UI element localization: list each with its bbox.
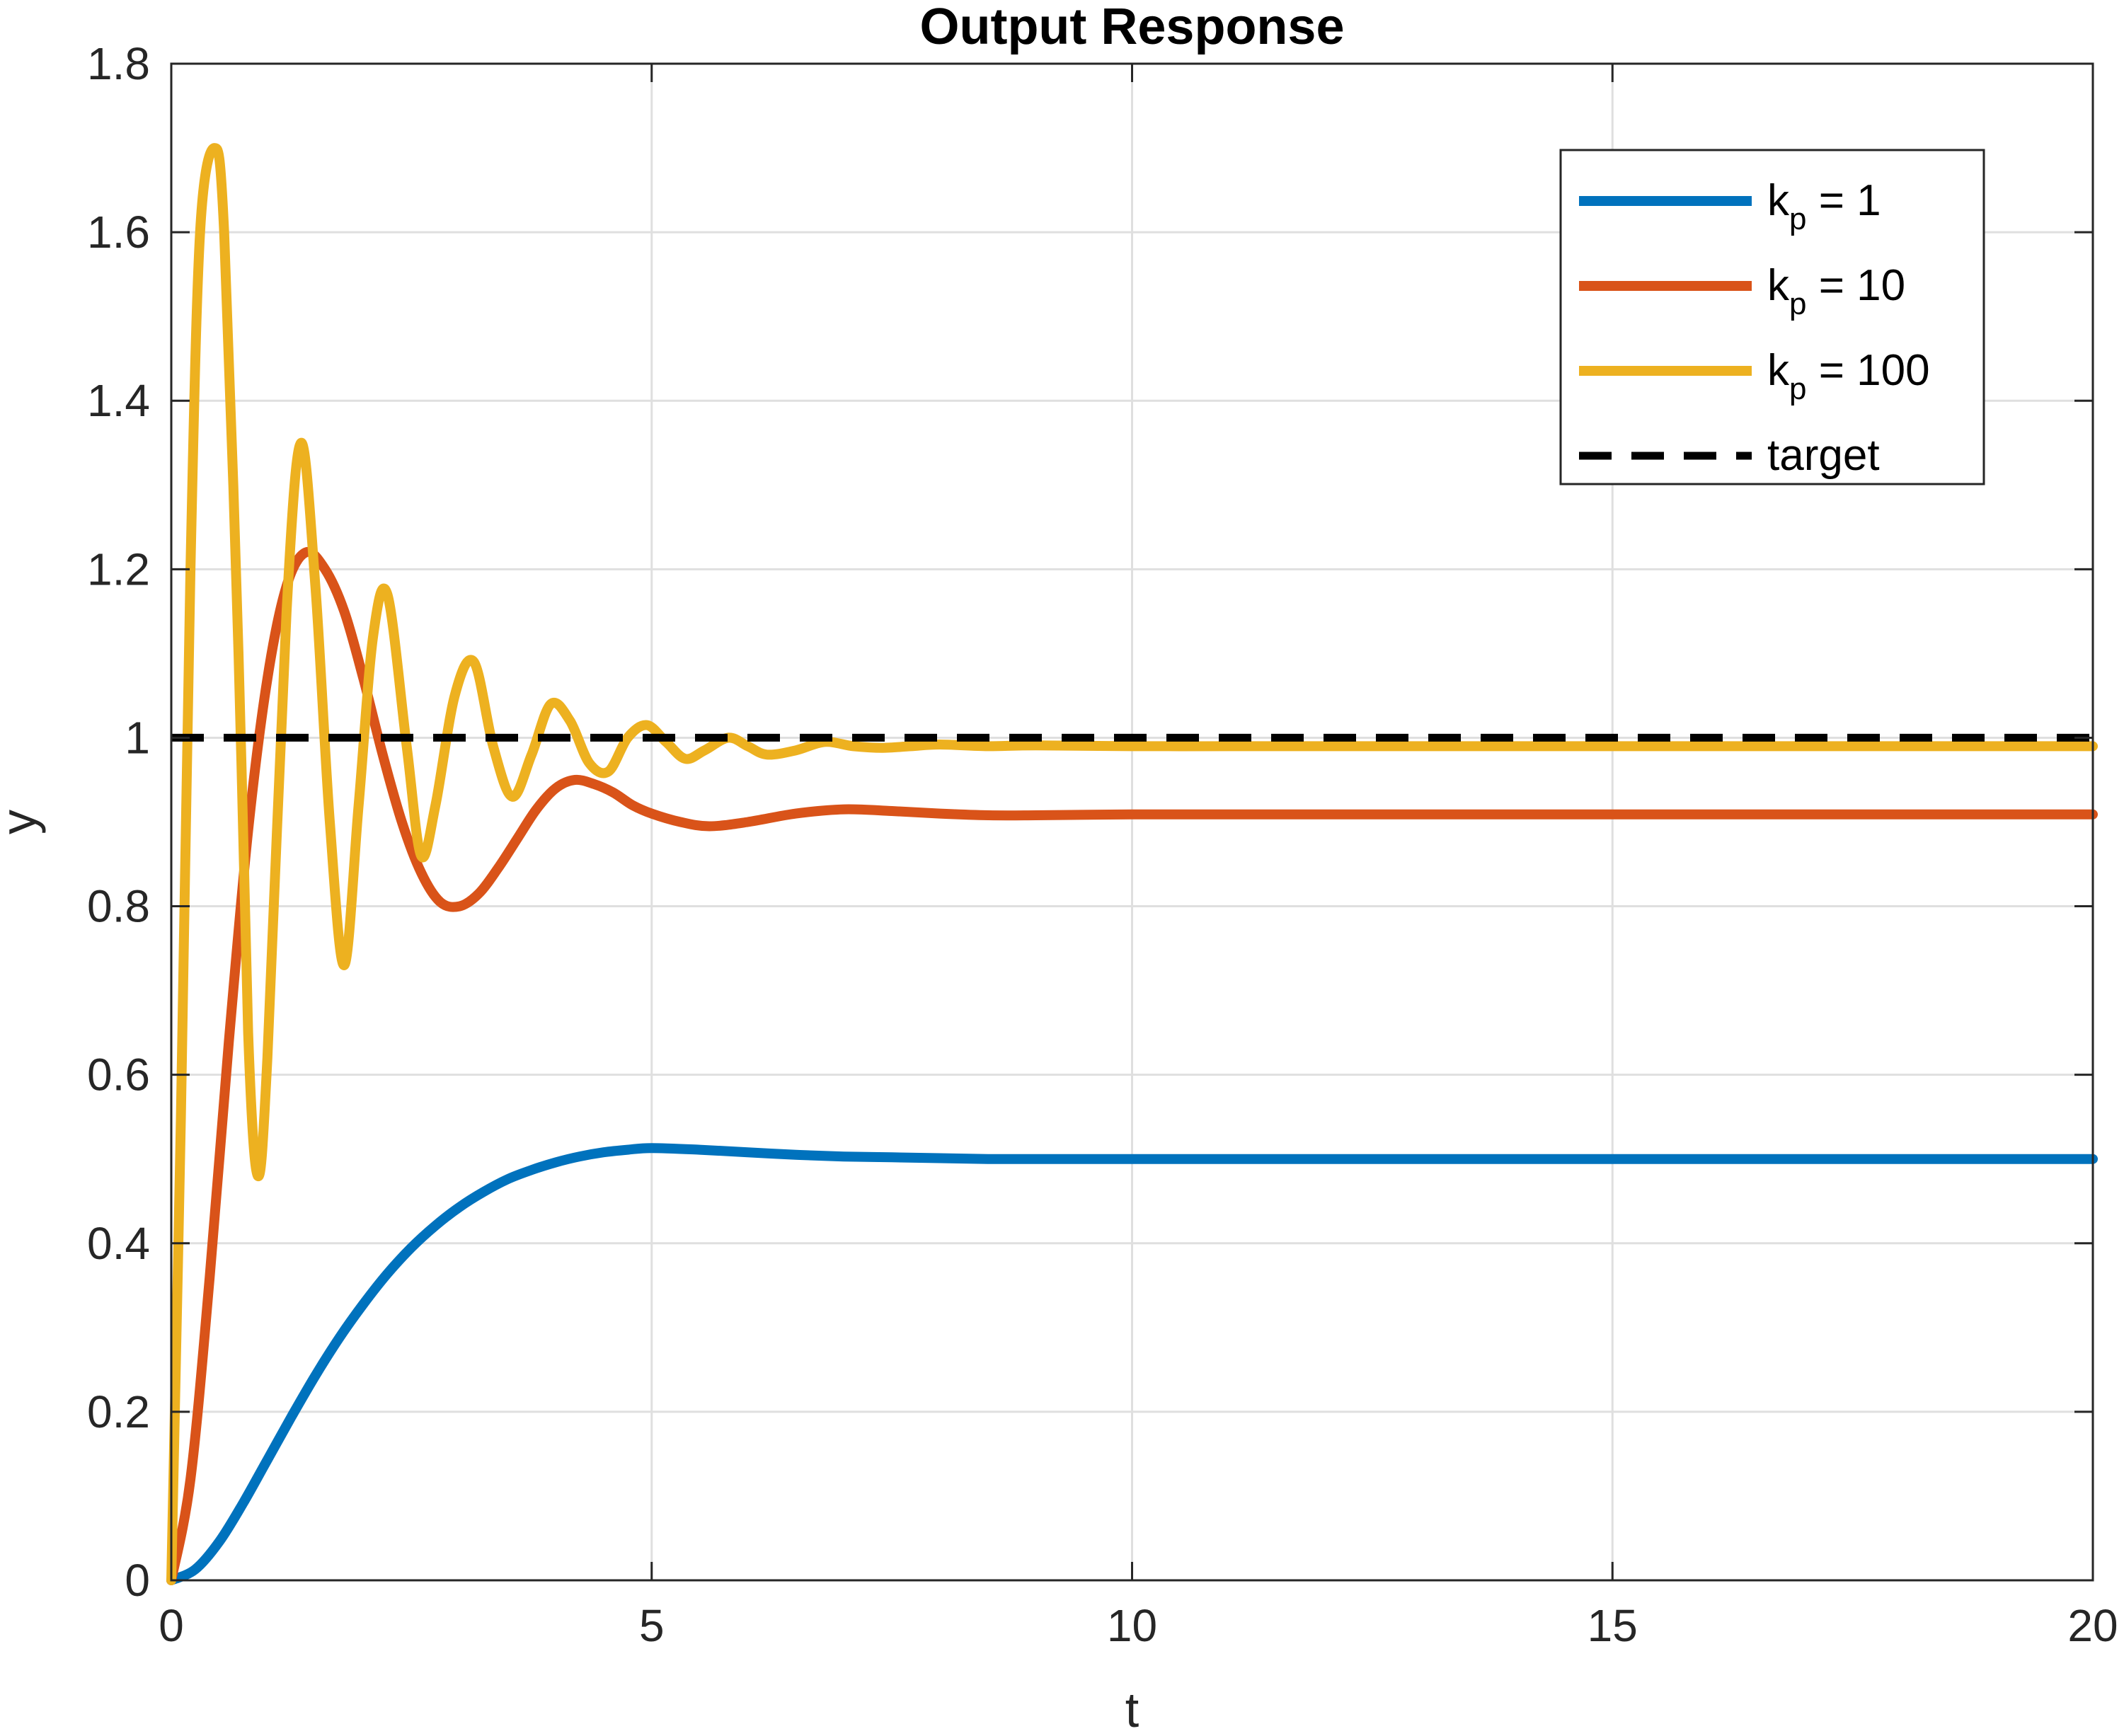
y-axis-label: y: [0, 810, 46, 834]
y-tick-label: 1.6: [87, 207, 150, 258]
x-axis-label: t: [1125, 1682, 1139, 1736]
x-tick-label: 20: [2067, 1600, 2118, 1651]
x-tick-label: 5: [639, 1600, 665, 1651]
y-tick-label: 1.4: [87, 375, 150, 426]
x-tick-label: 15: [1588, 1600, 1638, 1651]
legend-entry-label: kp = 10: [1767, 261, 1905, 321]
legend-entry-label: target: [1767, 431, 1880, 480]
series-line-kp-10: [166, 546, 2098, 1585]
series-line-kp-100: [166, 143, 2098, 1585]
chart-title: Output Response: [919, 0, 1344, 55]
x-tick-label: 10: [1107, 1600, 1157, 1651]
y-tick-label: 0.2: [87, 1386, 150, 1437]
y-tick-label: 1.2: [87, 544, 150, 594]
legend-entry-label: kp = 1: [1767, 176, 1881, 236]
y-tick-label: 0.8: [87, 881, 150, 932]
x-tick-label: 0: [159, 1600, 184, 1651]
tick-layer: 0 5 10 15 20 0 0.2 0.4 0.6 0.8 1 1.2 1.4 1.6 1.8: [87, 38, 2118, 1651]
legend-entry-label: kp = 100: [1767, 346, 1930, 406]
y-tick-label: 1.8: [87, 38, 150, 89]
y-tick-label: 0.4: [87, 1218, 150, 1269]
series-layer: [166, 143, 2098, 1585]
legend: kp = 1 kp = 10 kp = 100 target: [1559, 149, 1985, 485]
y-tick-label: 0.6: [87, 1050, 150, 1100]
y-tick-label: 0: [125, 1555, 150, 1606]
series-line-kp-1: [166, 1143, 2098, 1585]
y-tick-label: 1: [125, 712, 150, 763]
